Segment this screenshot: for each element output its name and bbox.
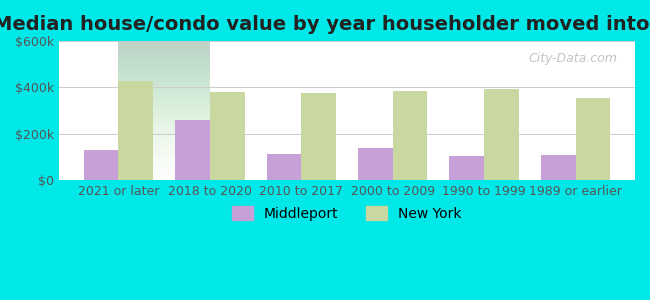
Bar — [302, 93, 336, 180]
Bar — [358, 148, 393, 180]
Title: Median house/condo value by year householder moved into unit: Median house/condo value by year househo… — [0, 15, 650, 34]
Text: City-Data.com: City-Data.com — [529, 52, 617, 65]
Bar — [541, 155, 575, 180]
Bar — [484, 88, 519, 180]
Bar — [175, 120, 210, 180]
Bar — [393, 91, 428, 180]
Bar — [266, 154, 302, 180]
Bar — [575, 98, 610, 180]
Legend: Middleport, New York: Middleport, New York — [227, 200, 467, 226]
Bar — [210, 92, 244, 180]
Bar — [449, 156, 484, 180]
Bar — [118, 80, 153, 180]
Bar — [84, 150, 118, 180]
